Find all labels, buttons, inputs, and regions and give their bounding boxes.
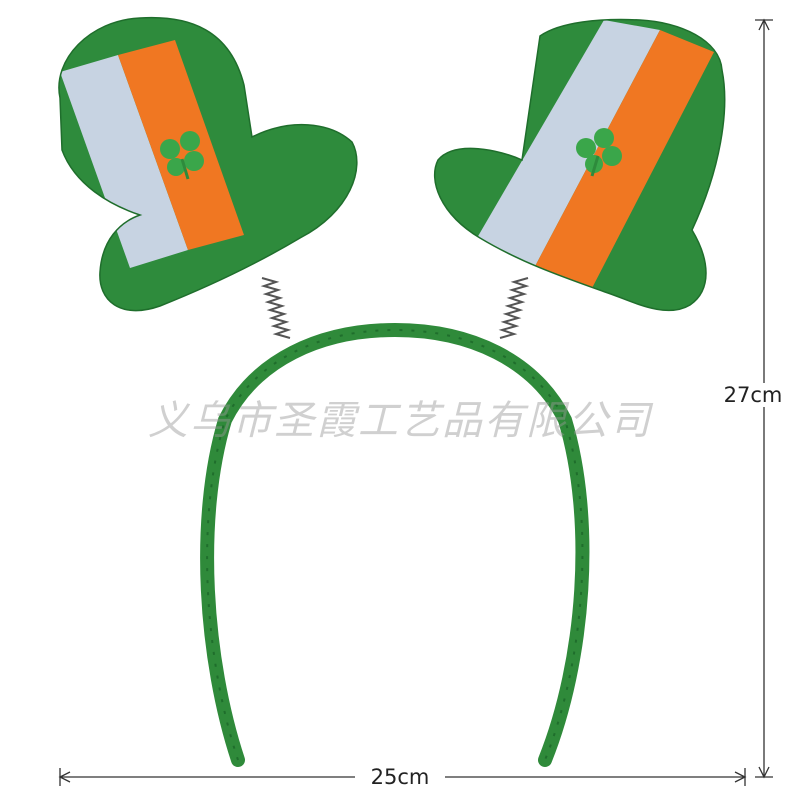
right-spring <box>498 277 530 339</box>
width-label: 25cm <box>355 765 445 789</box>
headband <box>200 322 590 767</box>
shamrock-icon <box>160 131 204 180</box>
left-hat <box>58 16 358 312</box>
shamrock-icon <box>576 128 622 177</box>
right-hat <box>434 18 726 312</box>
height-label: 27cm <box>712 383 794 407</box>
left-spring <box>260 277 292 339</box>
watermark: 义乌市圣霞工艺品有限公司 <box>148 398 652 444</box>
